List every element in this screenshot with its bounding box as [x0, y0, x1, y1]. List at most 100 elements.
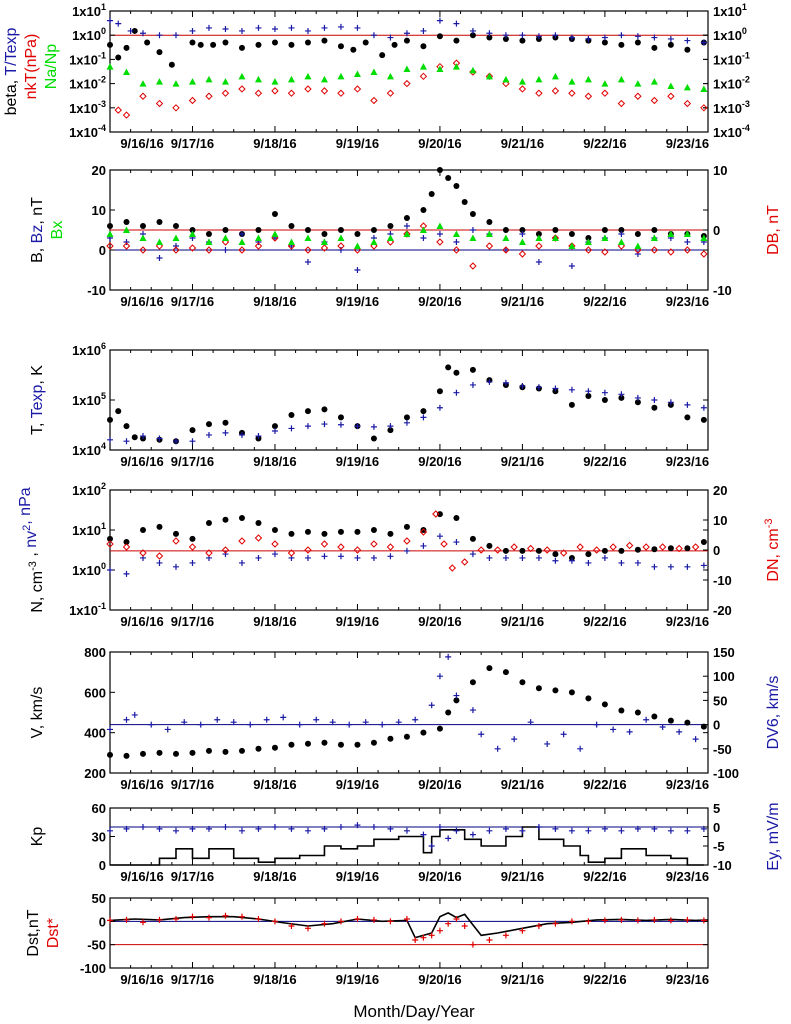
data-point — [436, 231, 443, 237]
y-tick-label: 30 — [92, 830, 106, 845]
plot-frame — [109, 10, 709, 133]
data-point — [519, 827, 526, 834]
y2-tick-label: -20 — [713, 603, 732, 618]
data-point — [601, 248, 609, 256]
data-point — [337, 543, 345, 551]
data-point — [155, 78, 163, 85]
data-point — [453, 827, 460, 834]
data-point — [552, 687, 559, 694]
y-tick-label: 1x10-1 — [69, 50, 106, 67]
data-point — [188, 543, 197, 551]
x-tick-label: 9/18/16 — [253, 777, 296, 792]
data-point — [526, 544, 535, 553]
data-point — [618, 227, 625, 233]
data-point — [205, 519, 212, 526]
y-axis-title: B, Bz, nT — [29, 197, 46, 263]
data-point — [486, 554, 493, 561]
data-point — [684, 563, 691, 570]
data-point — [321, 37, 328, 44]
y2-tick-label: 10 — [713, 163, 727, 178]
data-point — [568, 231, 575, 237]
data-point — [329, 719, 336, 726]
data-point — [172, 234, 180, 241]
data-point — [535, 231, 542, 237]
data-point — [144, 39, 151, 46]
x-tick-label: 9/22/16 — [583, 869, 626, 884]
data-point — [667, 399, 674, 406]
y2-tick-label: 150 — [713, 645, 735, 660]
x-tick-label: 9/23/16 — [666, 869, 709, 884]
data-point — [115, 408, 122, 415]
data-point — [288, 24, 295, 31]
x-tick-label: 9/21/16 — [501, 869, 544, 884]
data-point — [139, 223, 146, 229]
data-point — [585, 918, 592, 925]
data-point — [255, 41, 262, 48]
data-point — [168, 61, 175, 68]
data-point — [238, 559, 245, 566]
data-point — [650, 234, 658, 241]
y2-tick-label: -5 — [713, 839, 725, 854]
data-point — [238, 913, 245, 920]
data-point — [675, 544, 683, 553]
x-tick-label: 9/17/16 — [171, 869, 214, 884]
panel-dst: -100 -50 0 50 9/16/16 9/17/16 9/18/16 9/19/16 9/… — [25, 891, 709, 987]
data-point — [585, 393, 592, 400]
data-point — [420, 934, 427, 941]
data-point — [436, 533, 443, 540]
data-point — [618, 32, 625, 39]
data-point — [238, 537, 246, 545]
data-point — [618, 547, 625, 554]
data-point — [551, 234, 559, 241]
data-point — [386, 234, 394, 241]
data-point — [485, 230, 493, 237]
data-point — [321, 920, 328, 927]
data-point — [502, 547, 509, 554]
data-point — [535, 547, 542, 554]
data-point — [469, 234, 477, 241]
data-point — [511, 736, 518, 743]
data-point — [469, 551, 476, 558]
data-point — [321, 406, 328, 413]
data-point — [452, 246, 461, 254]
data-point — [222, 824, 229, 830]
data-point — [700, 562, 707, 569]
data-point — [114, 106, 122, 114]
data-point — [700, 416, 707, 423]
data-point — [651, 546, 658, 553]
y-tick-label: 400 — [84, 726, 106, 741]
data-point — [221, 234, 229, 241]
data-point — [518, 250, 527, 258]
data-point — [700, 234, 708, 241]
data-point — [552, 32, 559, 39]
data-point — [535, 242, 543, 250]
data-point — [123, 825, 130, 832]
data-point — [107, 416, 113, 423]
data-point — [440, 540, 448, 548]
data-point — [304, 408, 311, 415]
x-tick-label: 9/20/16 — [418, 777, 461, 792]
data-point — [320, 244, 329, 252]
data-point — [321, 553, 328, 560]
data-point — [650, 96, 659, 105]
data-point — [634, 399, 641, 406]
data-point — [386, 543, 395, 551]
data-point — [453, 697, 460, 704]
data-point — [172, 827, 179, 834]
panel-kp: 0 30 60 -10 -5 0 5 9/16/16 9/17/16 9/18/16 9/19/16… — [29, 801, 782, 884]
x-tick-label: 9/23/16 — [666, 454, 709, 469]
data-point — [486, 665, 493, 672]
panel-density: 1x10-1 1x100 1x101 1x102 -20 -10 0 10 20 9/16/16 9… — [17, 481, 782, 629]
data-point — [172, 243, 179, 249]
data-point — [585, 235, 592, 241]
data-point — [617, 238, 625, 245]
data-point — [568, 386, 575, 393]
data-point — [181, 719, 188, 726]
data-point — [618, 707, 625, 714]
y2-tick-label: 1x10-2 — [713, 75, 750, 92]
data-point — [370, 527, 377, 533]
x-tick-label: 9/23/16 — [666, 136, 709, 151]
x-tick-label: 9/21/16 — [501, 614, 544, 629]
data-point — [387, 427, 394, 434]
x-tick-label: 9/18/16 — [253, 614, 296, 629]
